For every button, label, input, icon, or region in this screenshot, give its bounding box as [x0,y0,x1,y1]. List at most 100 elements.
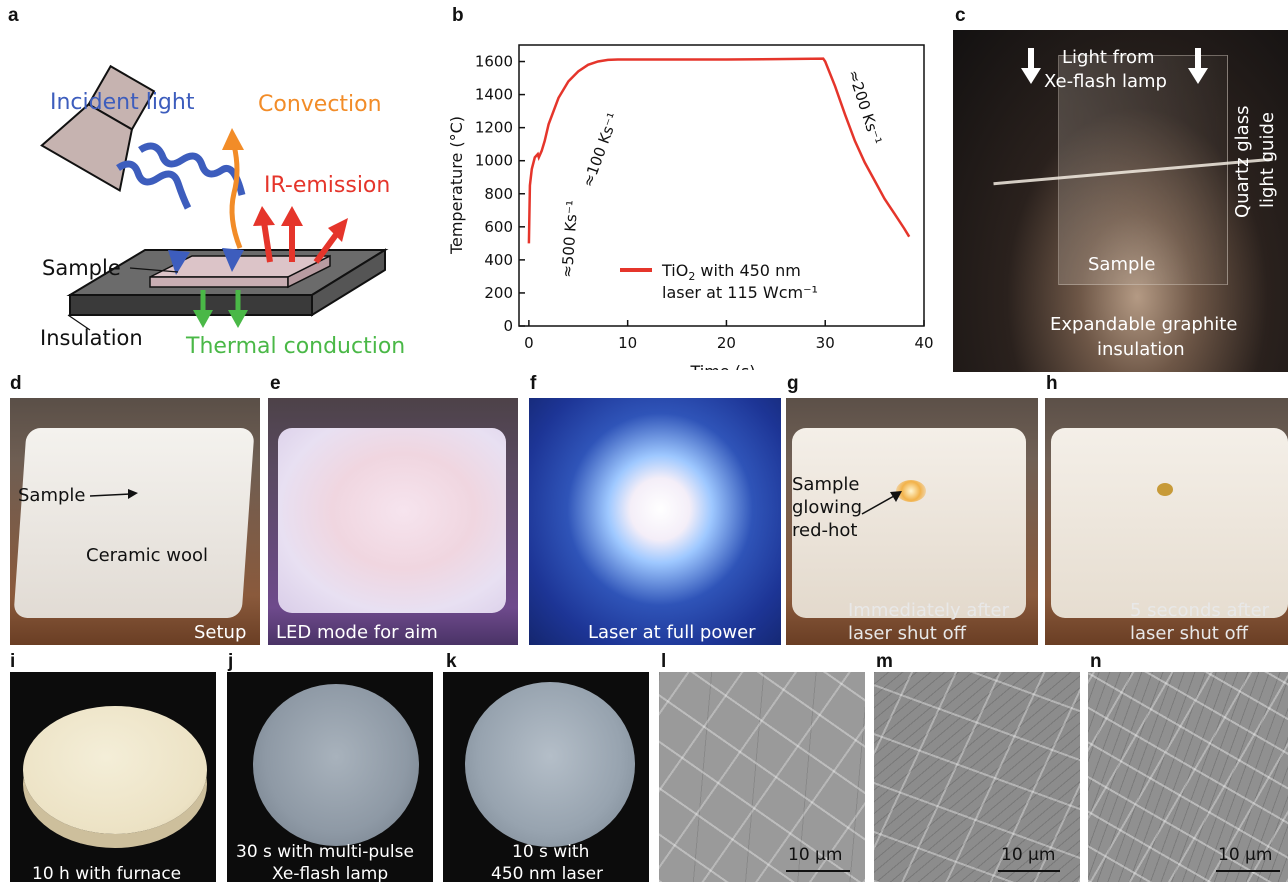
conduction-arrow-2 [228,310,248,328]
down-arrow-left-icon [1021,48,1041,84]
l-scale-label: 10 µm [788,845,843,865]
panel-label-k: k [446,651,457,672]
label-insulation: Insulation [40,326,143,350]
photo-d-setup [10,398,260,645]
h-5-seconds: 5 seconds after [1130,600,1270,621]
incident-wave-2 [138,142,246,196]
annot-rate-200: ≈200 Ks⁻¹ [844,68,885,147]
ytick-label-200: 200 [484,284,513,302]
photo-g-glowing [786,398,1038,645]
panel-label-c: c [955,5,966,26]
i-caption: 10 h with furnace [32,864,182,882]
down-arrow-right-icon [1188,48,1208,84]
incident-arrow-1 [168,250,190,275]
ceramic-wool-block [13,428,255,618]
panel-label-e: e [270,373,281,394]
sample-side [287,254,331,289]
panel-label-i: i [10,651,16,672]
xtick-label-20: 20 [717,334,736,352]
panel-label-m: m [876,651,893,672]
d-sample: Sample [18,485,86,506]
scalebar-m [998,870,1060,872]
label-thermal-conduction: Thermal conduction [186,334,406,359]
ytick-label-600: 600 [484,218,513,236]
photo-j-flash [227,672,433,882]
sem-m [874,672,1080,882]
c-xe-flash: Xe-flash lamp [1044,71,1167,92]
conduction-arrow-1 [193,310,213,328]
d-sample-arrow [90,489,138,499]
panel-label-l: l [661,651,667,672]
ytick-label-0: 0 [503,317,513,335]
h-15s: 15 s [1244,378,1283,399]
panel-label-g: g [787,373,799,394]
sample-front [149,276,289,288]
k-caption-1: 10 s with [512,842,590,862]
incident-wave-1 [116,160,192,210]
g-immediately: Immediately after [848,600,1009,621]
lamp-icon [40,64,156,193]
h-shut-off: laser shut off [1130,623,1248,644]
ytick-label-400: 400 [484,251,513,269]
xtick-label-30: 30 [816,334,835,352]
panel-label-d: d [10,373,22,394]
d-ceramic-wool: Ceramic wool [86,545,208,566]
label-ir-emission: IR-emission [264,173,391,198]
g-10s: 10 s [1010,378,1049,399]
disc-k [465,682,635,847]
e-1s: 1s [490,378,511,399]
panel-label-n: n [1090,651,1102,672]
panel-label-f: f [530,373,537,394]
chart-xlabel: Time (s) [689,362,755,370]
photo-k-laser [443,672,649,882]
legend-text-1: TiO2 with 450 nm [661,261,801,283]
annot-rate-500: ≈500 Ks⁻¹ [558,200,581,279]
photo-c-setup [953,30,1288,372]
scalebar-l [786,870,850,872]
g-red-hot: red-hot [792,520,858,541]
ytick-label-1600: 1600 [475,53,513,71]
ir-arrow-1 [253,206,275,226]
m-scale-label: 10 µm [1001,845,1056,865]
xtick-label-0: 0 [524,334,534,352]
d-start: Start [204,378,248,399]
photo-e-led [268,398,518,645]
c-light-guide: light guide [1257,112,1278,208]
ytick-label-1400: 1400 [475,86,513,104]
g-sample-arrow [861,491,902,515]
series-line-tio2 [527,57,911,244]
c-quartz-glass: Quartz glass [1232,105,1253,218]
legend-text-2: laser at 115 Wcm⁻¹ [662,283,818,302]
wool-block-g [792,428,1026,618]
panel-label-j: j [228,651,234,672]
insulation-side [311,248,386,317]
panel-label-h: h [1046,373,1058,394]
g-glowing: glowing [792,497,862,518]
panel-label-b: b [452,5,464,26]
sem-n [1088,672,1288,882]
photo-i-furnace [10,672,216,882]
plot-frame [518,44,925,327]
e-led-mode: LED mode for aim [276,622,438,643]
wool-block-h [1051,428,1288,618]
convection-arrow [229,144,243,249]
label-sample: Sample [42,256,121,280]
insulation-front [69,294,313,316]
label-convection: Convection [258,92,382,117]
disc-i [23,706,207,834]
f-laser-full: Laser at full power [588,622,756,643]
ytick-label-1000: 1000 [475,152,513,170]
annot-rate-100: ≈100 Ks⁻¹ [579,110,622,189]
d-setup: Setup [194,622,247,643]
glow-spot [896,480,926,502]
ir-arrow-3 [328,218,348,242]
g-sample: Sample [792,474,860,495]
photo-h-cooled [1045,398,1288,645]
j-caption-1: 30 s with multi-pulse [236,842,414,862]
lit-wool-block [278,428,506,613]
panel-a-schematic [40,64,389,331]
f-2s: 2 s [742,378,769,399]
c-sample: Sample [1088,254,1156,275]
n-scale-label: 10 µm [1218,845,1273,865]
